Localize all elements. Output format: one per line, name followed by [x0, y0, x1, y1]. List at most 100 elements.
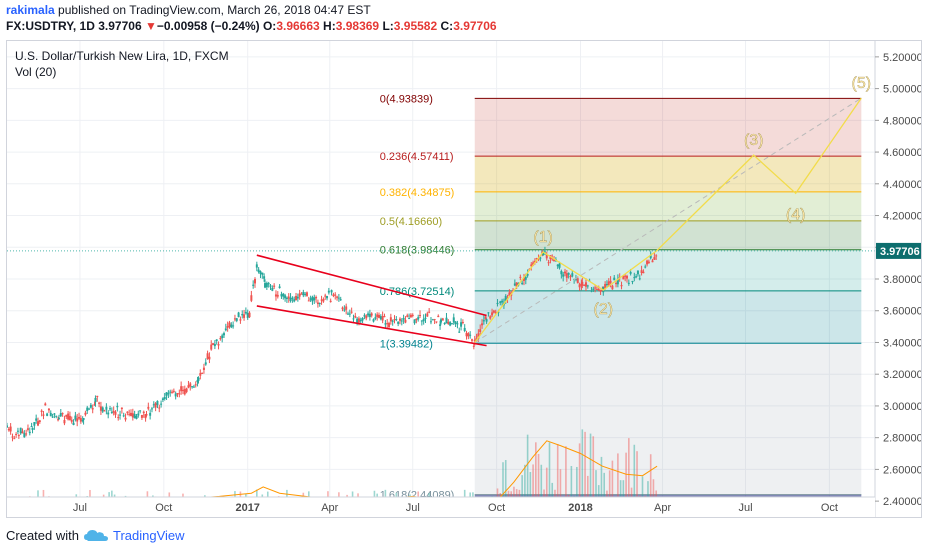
candle-body [154, 403, 157, 408]
candle-body [305, 292, 308, 296]
volume-bar [565, 446, 567, 517]
candle-body [221, 335, 224, 339]
candle-body [499, 301, 502, 304]
publish-line: rakimala published on TradingView.com, M… [6, 3, 371, 17]
price-chart[interactable]: 0(4.93839) 0.236(4.57411) 0.382(4.34875) 0.… [7, 41, 921, 517]
candle-body [452, 317, 455, 323]
candle-body [607, 281, 610, 286]
chart-frame[interactable]: 0(4.93839) 0.236(4.57411) 0.382(4.34875) 0.… [6, 40, 922, 518]
candle-body [633, 277, 636, 279]
candle-body [284, 295, 287, 299]
candle-body [196, 379, 199, 383]
candle-body [26, 428, 29, 430]
candle-body [223, 333, 225, 336]
candle-body [112, 410, 115, 413]
candle-body [219, 338, 222, 340]
candle-body [74, 415, 77, 420]
candle-body [653, 257, 656, 260]
candle-body [320, 299, 323, 301]
candle-body [626, 275, 628, 279]
volume-bar [570, 465, 573, 517]
candle-body [93, 404, 96, 406]
candle-body [265, 282, 268, 288]
candle-body [84, 412, 87, 415]
candle-body [584, 282, 587, 287]
volume-legend: Vol (20) [15, 65, 57, 79]
candle-body [469, 334, 472, 336]
candle-body [367, 313, 370, 316]
candle-body [599, 290, 602, 292]
fib-zone [474, 343, 862, 495]
volume-bar [521, 475, 523, 517]
candle-body [65, 414, 68, 417]
candle-body [197, 377, 200, 381]
candle-body [7, 428, 10, 431]
volume-bar [529, 471, 532, 517]
candle-body [504, 295, 507, 301]
candle-body [183, 389, 186, 395]
candle-body [581, 281, 584, 286]
candle-body [356, 318, 359, 323]
candle-body [379, 316, 382, 320]
open-label: O: [262, 19, 277, 33]
candle-body [428, 311, 431, 313]
candle-body [322, 299, 325, 302]
candle-body [311, 296, 314, 302]
candle-body [465, 333, 468, 337]
candle-body [404, 319, 407, 323]
high-value: 3.98369 [335, 19, 380, 33]
candle-body [131, 413, 134, 418]
elliott-wave-label: (5) [852, 75, 872, 92]
close-label: C: [440, 19, 454, 33]
candle-body [206, 353, 209, 359]
candle-body [51, 416, 54, 418]
tradingview-brand-link[interactable]: TradingView [113, 528, 185, 543]
candle-body [352, 318, 355, 320]
candle-body [461, 321, 464, 323]
candle-body [142, 411, 145, 414]
candle-body [454, 321, 457, 324]
candle-body [120, 407, 123, 410]
elliott-wave-label: (1) [533, 229, 553, 246]
candle-body [501, 300, 504, 303]
candle-body [477, 333, 480, 339]
candle-body [161, 398, 164, 401]
author-link[interactable]: rakimala [6, 3, 55, 17]
candle-body [101, 407, 104, 412]
volume-bar [576, 466, 578, 517]
candle-body [615, 283, 618, 285]
volume-bar [502, 462, 504, 517]
candle-body [431, 319, 434, 321]
tradingview-cloud-icon[interactable] [83, 527, 109, 543]
elliott-wave-label: (3) [744, 132, 764, 149]
price-axis-label: 5.00000 [883, 84, 921, 96]
candle-body [254, 278, 256, 284]
price-axis-label: 4.80000 [883, 115, 921, 127]
candle-body [636, 270, 639, 275]
candle-body [158, 407, 161, 409]
candle-body [651, 260, 654, 263]
candle-body [426, 313, 429, 317]
candle-body [569, 276, 572, 278]
candle-body [539, 257, 542, 259]
candle-body [327, 290, 330, 293]
candle-body [250, 295, 253, 301]
candle-body [191, 386, 194, 388]
candle-body [19, 427, 22, 434]
candle-body [489, 316, 492, 319]
price-axis-label: 3.80000 [883, 274, 921, 286]
price-axis-label: 3.60000 [883, 306, 921, 318]
candle-body [590, 290, 593, 292]
candle-body [336, 296, 339, 298]
candle-body [524, 276, 527, 280]
candle-body [638, 278, 641, 280]
candle-body [441, 318, 444, 321]
price-axis-label: 2.80000 [883, 433, 921, 445]
candle-body [655, 255, 658, 257]
candle-body [110, 411, 113, 413]
candle-body [556, 264, 559, 267]
candle-body [89, 404, 92, 408]
candle-body [571, 273, 574, 277]
candle-body [398, 318, 401, 321]
high-label: H: [323, 19, 336, 33]
